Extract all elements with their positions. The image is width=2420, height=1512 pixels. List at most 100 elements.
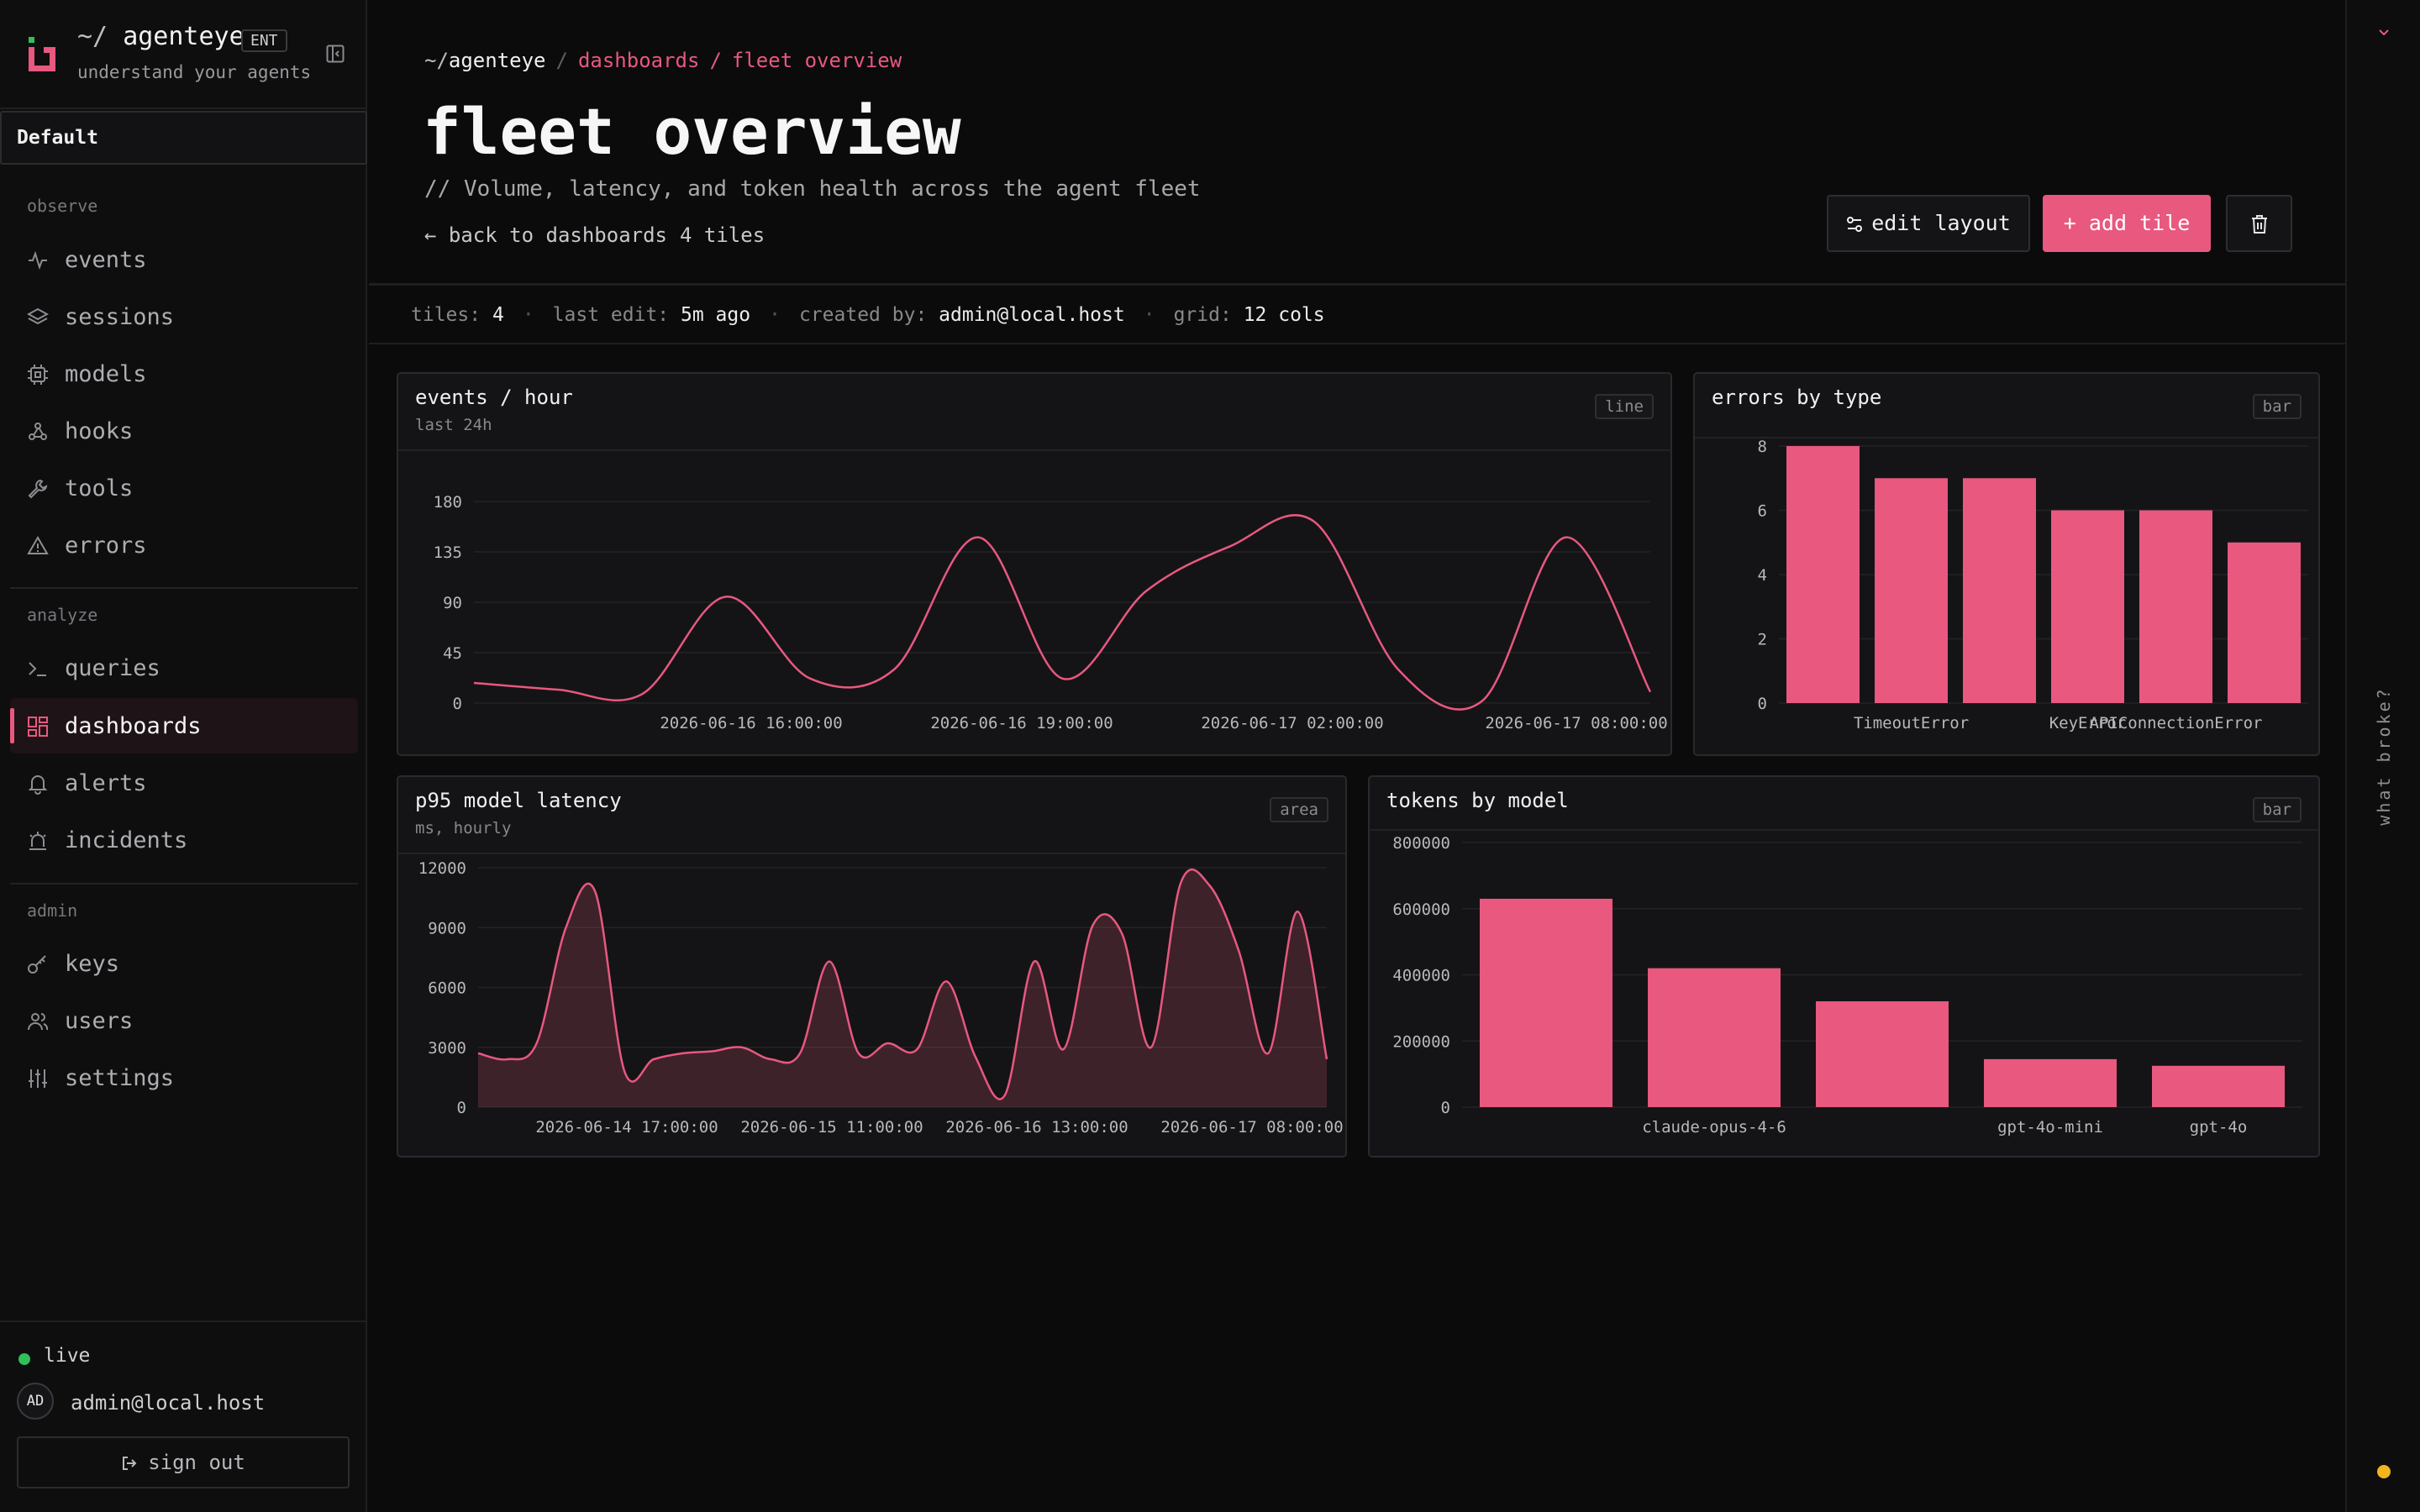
sidebar-footer: live AD admin@local.host sign out <box>0 1320 367 1512</box>
page-title: fleet overview <box>423 94 961 169</box>
tile-p95-model-latency[interactable]: p95 model latency ms, hourly area 0 3000 6… <box>397 775 1347 1158</box>
brand-name: ~/ agenteye <box>77 22 245 51</box>
sidebar-collapse-icon[interactable] <box>326 45 345 63</box>
sidebar-item-events[interactable]: events <box>10 232 358 287</box>
tile-chart-type-badge: area <box>1270 797 1328 822</box>
bar <box>2228 542 2301 703</box>
x-tick-label: TimeoutError <box>1854 714 1969 732</box>
sidebar-item-label: keys <box>65 951 120 977</box>
bar <box>1875 478 1948 703</box>
sidebar-item-label: dashboards <box>65 713 202 739</box>
back-to-dashboards-link[interactable]: ← back to dashboards <box>424 223 667 247</box>
meta-created-by-value: admin@local.host <box>939 304 1125 326</box>
page-subtitle: // Volume, latency, and token health acr… <box>424 176 1201 202</box>
sidebar-item-users[interactable]: users <box>10 993 358 1048</box>
wrench-icon <box>28 479 48 499</box>
live-status-dot <box>18 1353 30 1365</box>
layers-icon <box>27 307 49 325</box>
y-tick-label: 0 <box>1441 1099 1450 1117</box>
y-tick-label: 135 <box>434 543 462 562</box>
bar <box>1648 968 1781 1107</box>
sidebar-item-keys[interactable]: keys <box>10 936 358 991</box>
x-tick-label: 2026-06-16 13:00:00 <box>945 1118 1128 1137</box>
main-content: ~/agenteye / dashboards / fleet overview fle… <box>369 0 2345 1512</box>
what-broke-toggle[interactable]: what broke? <box>2374 686 2394 826</box>
x-tick-label: 2026-06-17 08:00:00 <box>1485 714 1667 732</box>
tile-events-per-hour[interactable]: events / hour last 24h line 0 45 90 135 180 2… <box>397 372 1672 756</box>
sidebar-item-settings[interactable]: settings <box>10 1050 358 1105</box>
y-tick-label: 0 <box>457 1099 466 1117</box>
sidebar-item-queries[interactable]: queries <box>10 640 358 696</box>
tile-tokens-by-model[interactable]: tokens by model bar 0 200000 400000 600000 8… <box>1368 775 2320 1158</box>
x-tick-label: 2026-06-17 08:00:00 <box>1160 1118 1343 1137</box>
sidebar-item-errors[interactable]: errors <box>10 517 358 573</box>
bar <box>2139 510 2212 703</box>
tile-chart-type-badge: line <box>1595 394 1654 419</box>
y-tick-label: 12000 <box>418 859 466 878</box>
bar <box>1786 446 1860 703</box>
y-tick-label: 6000 <box>428 979 466 998</box>
user-email: admin@local.host <box>71 1391 266 1415</box>
y-tick-label: 4 <box>1758 566 1767 585</box>
y-tick-label: 200000 <box>1392 1032 1450 1051</box>
series-line <box>473 514 1652 711</box>
breadcrumb-dashboards[interactable]: dashboards <box>577 49 700 72</box>
sidebar-item-label: settings <box>65 1065 175 1091</box>
series-line <box>477 869 1328 1100</box>
y-tick-label: 9000 <box>428 919 466 937</box>
sidebar-item-incidents[interactable]: incidents <box>10 812 358 868</box>
sidebar-item-label: alerts <box>65 770 147 796</box>
sidebar-item-models[interactable]: models <box>10 346 358 402</box>
tile-chart-type-badge: bar <box>2252 797 2302 822</box>
sidebar-item-alerts[interactable]: alerts <box>10 755 358 811</box>
meta-created-by-label: created by: <box>798 304 928 326</box>
nav-section-observe: observe <box>27 196 98 216</box>
edit-layout-button[interactable]: edit layout <box>1827 195 2030 252</box>
tile-title: errors by type <box>1712 386 1882 409</box>
bar <box>1480 898 1612 1107</box>
workspace-selector[interactable]: Default <box>0 111 367 165</box>
sign-out-button[interactable]: sign out <box>17 1436 350 1488</box>
x-tick-label: 2026-06-15 11:00:00 <box>740 1118 923 1137</box>
y-tick-label: 600000 <box>1392 900 1450 919</box>
x-tick-label: APIConnectionError <box>2090 714 2263 732</box>
brand-tagline: understand your agents <box>77 62 312 82</box>
delete-dashboard-button[interactable] <box>2226 195 2292 252</box>
sidebar-item-dashboards[interactable]: dashboards <box>10 698 358 753</box>
tile-chart-type-badge: bar <box>2252 394 2302 419</box>
tile-subtitle: last 24h <box>415 416 492 434</box>
bar <box>2152 1065 2285 1107</box>
bell-icon <box>28 775 48 795</box>
tile-title: events / hour <box>415 386 573 409</box>
brand-header: ~/ agenteye ENT understand your agents <box>0 0 367 109</box>
chevron-down-icon[interactable] <box>2375 24 2392 40</box>
brand-tilde: ~/ <box>77 22 108 51</box>
nav-divider <box>10 883 358 885</box>
users-icon <box>28 1013 49 1031</box>
breadcrumb: ~/agenteye / dashboards / fleet overview <box>424 49 902 72</box>
bar <box>2051 510 2124 703</box>
tile-errors-by-type[interactable]: errors by type bar 0 2 4 6 8 TimeoutError KeyE… <box>1693 372 2320 756</box>
edition-badge: ENT <box>241 29 287 52</box>
sidebar-item-hooks[interactable]: hooks <box>10 403 358 459</box>
tokens-by-model-chart: 0 200000 400000 600000 800000 claude-opus-4-6… <box>1392 834 2302 1137</box>
tile-title: tokens by model <box>1386 789 1569 812</box>
x-tick-label: 2026-06-16 16:00:00 <box>660 714 842 732</box>
sidebar-item-sessions[interactable]: sessions <box>10 289 358 344</box>
breadcrumb-root[interactable]: agenteye <box>448 49 546 72</box>
x-tick-label: KeyError <box>2049 714 2127 732</box>
sidebar-item-label: users <box>65 1008 134 1034</box>
tile-title: p95 model latency <box>415 789 622 812</box>
x-tick-label: gpt-4o-mini <box>1997 1118 2103 1137</box>
add-tile-button[interactable]: + add tile <box>2043 195 2211 252</box>
tile-divider <box>1695 437 2318 438</box>
meta-tiles-label: tiles: <box>411 304 481 326</box>
sidebar-item-label: errors <box>65 533 147 559</box>
page-header: ~/agenteye / dashboards / fleet overview fle… <box>369 0 2345 286</box>
sidebar-item-tools[interactable]: tools <box>10 460 358 516</box>
sidebar-item-label: sessions <box>65 304 175 330</box>
logout-icon <box>123 1457 137 1470</box>
p95-model-latency-chart: 0 3000 6000 9000 12000 2026-06-14 17:00:00 202… <box>418 859 1344 1137</box>
avatar[interactable]: AD <box>17 1383 54 1420</box>
